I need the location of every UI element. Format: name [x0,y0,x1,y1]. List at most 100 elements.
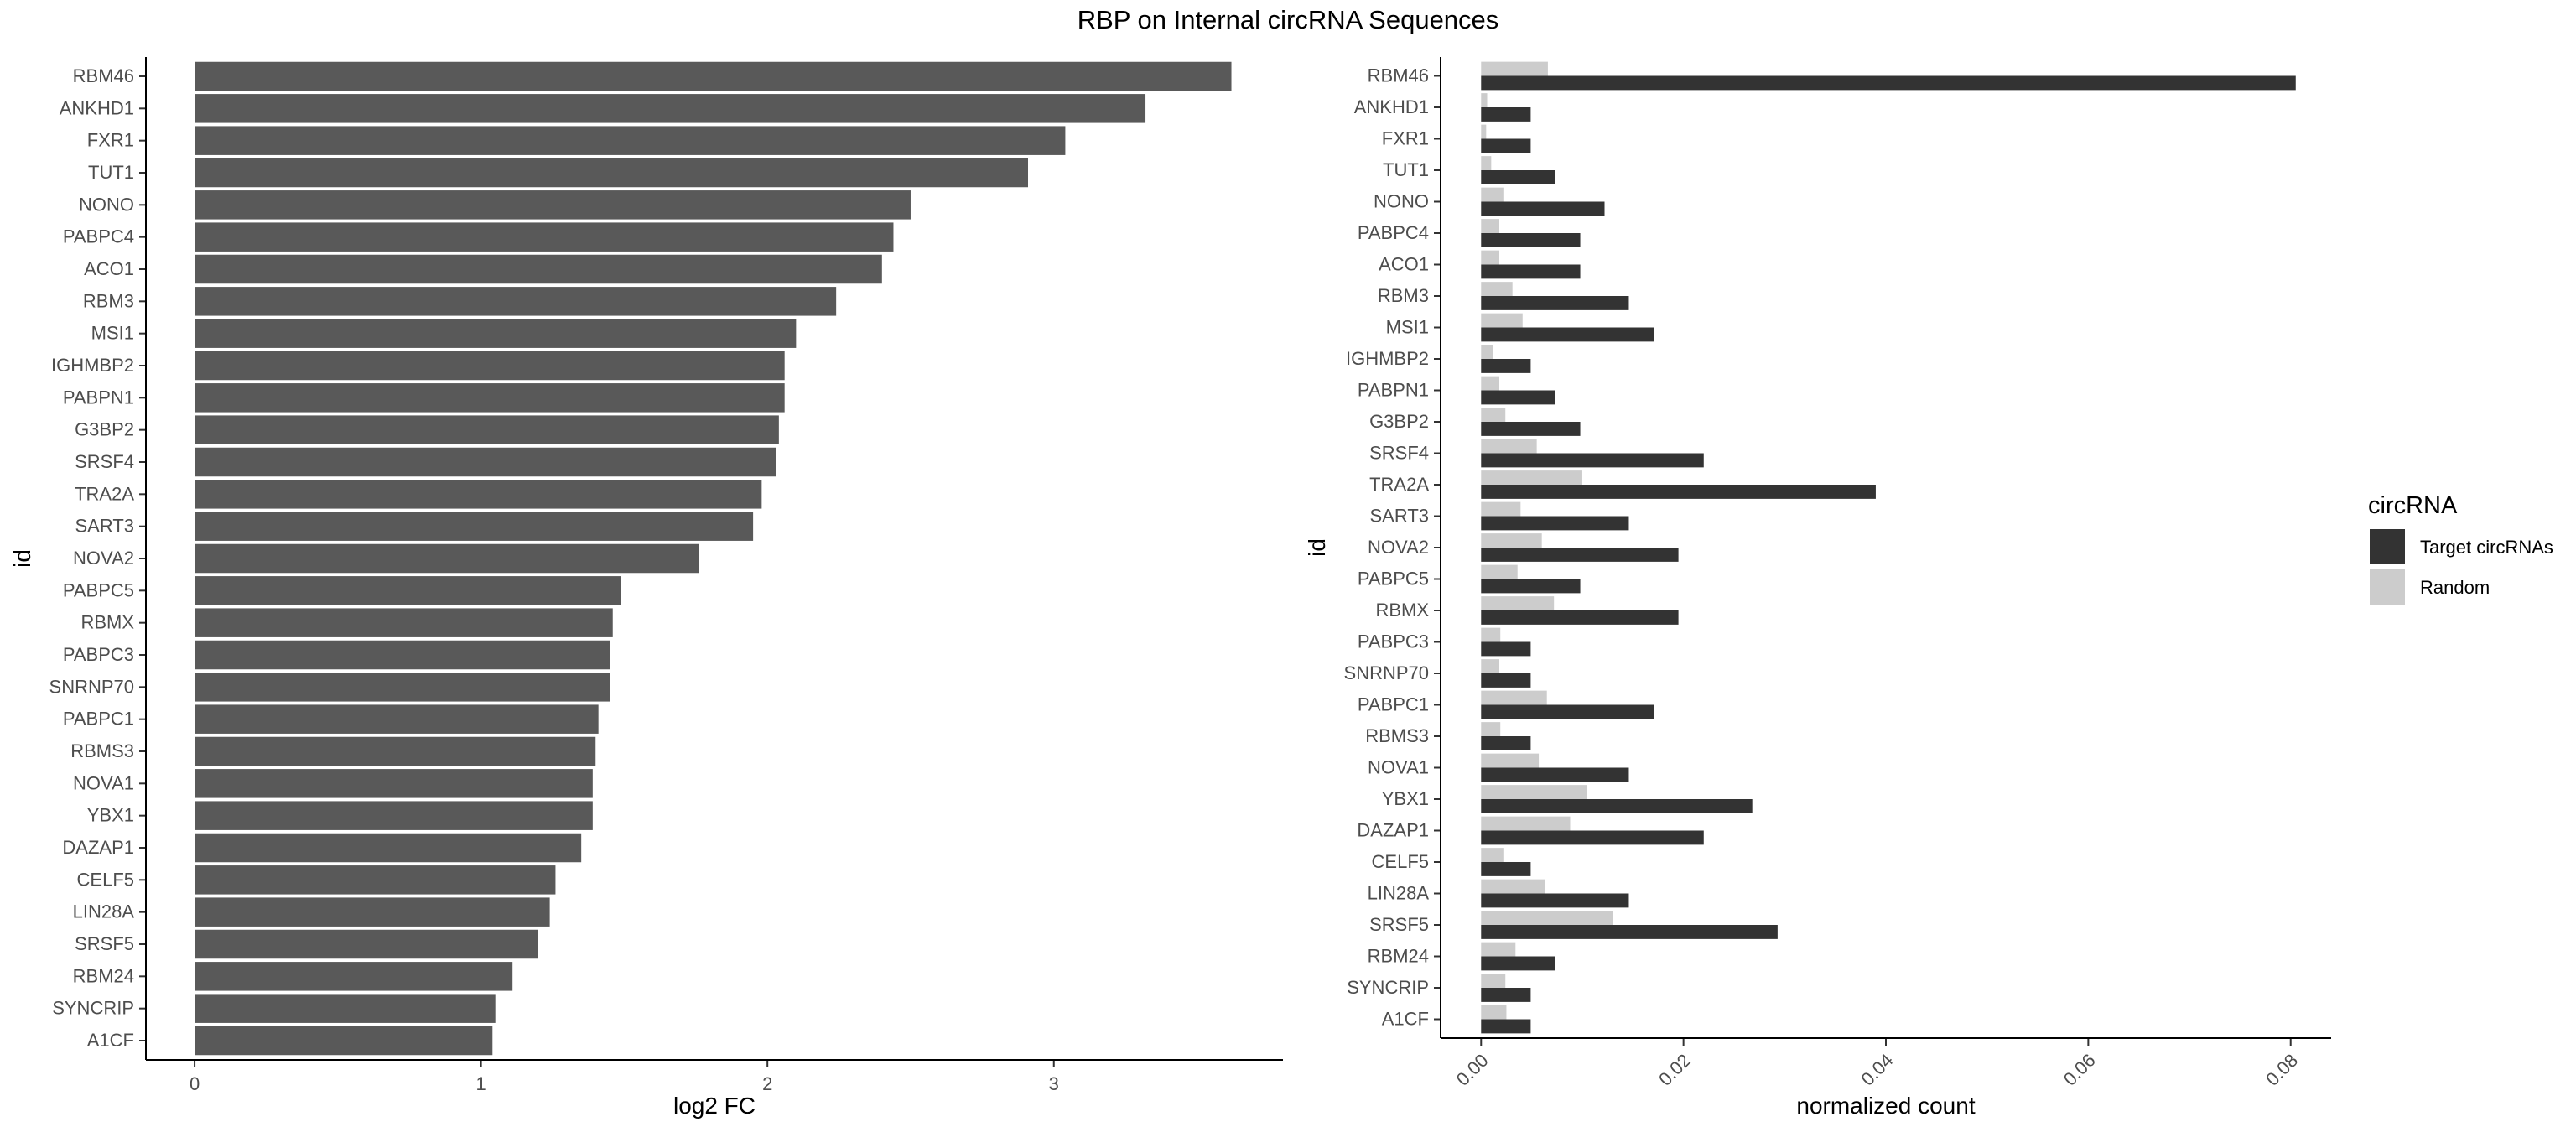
bar-a1cf [195,1026,493,1056]
y-tick-label-g3bp2: G3BP2 [1369,411,1429,432]
bar-pabpc3 [195,640,610,670]
bar-target-pabpc1 [1481,704,1654,719]
y-tick-label-rbm3: RBM3 [1378,285,1429,306]
bar-target-rbm24 [1481,956,1555,971]
y-tick-label-aco1: ACO1 [1379,254,1429,275]
bar-random-srsf4 [1481,439,1537,454]
y-tick-label-pabpc3: PABPC3 [1358,631,1429,652]
bar-target-dazap1 [1481,830,1704,845]
y-tick-label-a1cf: A1CF [87,1030,134,1051]
right-x-axis-title: normalized count [1796,1093,1975,1119]
y-tick-label-rbmx: RBMX [80,612,134,633]
y-tick-label-snrnp70: SNRNP70 [49,676,134,697]
bar-fxr1 [195,126,1066,155]
x-tick-label: 2 [762,1073,772,1094]
bar-random-pabpc5 [1481,564,1518,579]
bar-rbm46 [195,61,1232,91]
bar-target-rbm3 [1481,296,1629,310]
y-tick-label-pabpc1: PABPC1 [63,709,134,730]
y-tick-label-msi1: MSI1 [91,323,134,344]
x-tick-label: 0.06 [2059,1050,2100,1090]
bar-ighmbp2 [195,351,785,381]
x-tick-label: 0.00 [1452,1050,1493,1090]
y-tick-label-lin28a: LIN28A [73,901,135,922]
legend: circRNA Target circRNAs Random [2368,492,2553,605]
legend-swatch-random [2370,569,2405,605]
bar-random-fxr1 [1481,124,1487,139]
bar-random-celf5 [1481,848,1504,862]
bar-target-ighmbp2 [1481,359,1531,373]
bar-random-srsf5 [1481,911,1613,925]
right-x-ticks: 0.00 0.02 0.04 0.06 0.08 [1452,1038,2302,1090]
y-tick-label-g3bp2: G3BP2 [75,419,134,440]
y-tick-label-ybx1: YBX1 [87,805,134,826]
bar-target-fxr1 [1481,138,1531,153]
bar-pabpc1 [195,704,599,734]
bar-target-sart3 [1481,516,1629,531]
y-tick-label-rbmx: RBMX [1375,600,1429,621]
y-tick-label-srsf5: SRSF5 [75,933,134,954]
bar-rbm3 [195,287,837,316]
y-tick-label-rbm46: RBM46 [73,65,134,86]
y-tick-label-pabpc4: PABPC4 [63,226,134,247]
bar-srsf5 [195,929,538,959]
bar-random-sart3 [1481,501,1521,517]
bar-random-rbmx [1481,596,1555,610]
y-tick-label-rbms3: RBMS3 [70,740,134,761]
bar-target-rbmx [1481,610,1679,625]
right-y-axis-title: id [1304,538,1330,557]
bar-target-rbms3 [1481,736,1531,750]
y-tick-label-pabpc1: PABPC1 [1358,694,1429,715]
y-tick-label-nova1: NOVA1 [1368,757,1429,778]
bar-random-pabpc1 [1481,690,1547,705]
bar-pabpc4 [195,222,894,252]
bar-random-tut1 [1481,156,1492,170]
y-tick-label-sart3: SART3 [1369,506,1429,527]
y-tick-label-nono: NONO [79,194,134,215]
bar-celf5 [195,865,556,895]
bar-random-nono [1481,187,1504,202]
bar-target-nova2 [1481,548,1679,562]
bar-target-pabpn1 [1481,390,1555,405]
bar-target-aco1 [1481,264,1581,279]
y-tick-label-syncrip: SYNCRIP [52,998,134,1019]
y-tick-label-tut1: TUT1 [88,162,134,183]
bar-random-ybx1 [1481,785,1587,799]
y-tick-label-rbms3: RBMS3 [1365,725,1429,746]
bar-g3bp2 [195,415,779,444]
bar-target-g3bp2 [1481,422,1581,436]
y-tick-label-dazap1: DAZAP1 [62,837,134,858]
bar-target-celf5 [1481,862,1531,876]
bar-random-aco1 [1481,250,1499,265]
bar-random-g3bp2 [1481,408,1506,422]
y-tick-label-celf5: CELF5 [1372,851,1429,872]
y-tick-label-ybx1: YBX1 [1382,788,1429,809]
y-tick-label-rbm3: RBM3 [83,290,134,311]
bar-target-ankhd1 [1481,107,1531,122]
bar-target-tra2a [1481,485,1876,499]
y-tick-label-ankhd1: ANKHD1 [1354,96,1429,117]
bar-syncrip [195,994,496,1023]
bar-snrnp70 [195,673,610,702]
y-tick-label-pabpc4: PABPC4 [1358,222,1429,243]
bar-target-a1cf [1481,1019,1531,1034]
bar-target-pabpc3 [1481,641,1531,657]
bar-target-snrnp70 [1481,673,1531,688]
bar-dazap1 [195,833,582,863]
y-tick-label-ighmbp2: IGHMBP2 [51,355,134,376]
y-tick-label-pabpn1: PABPN1 [1358,380,1429,401]
y-tick-label-dazap1: DAZAP1 [1357,820,1429,841]
y-tick-label-rbm46: RBM46 [1368,65,1429,86]
y-tick-label-pabpc5: PABPC5 [63,579,134,600]
bar-target-pabpc5 [1481,579,1581,594]
y-tick-label-fxr1: FXR1 [87,130,134,151]
y-tick-label-srsf5: SRSF5 [1369,914,1429,935]
chart-title: RBP on Internal circRNA Sequences [1078,5,1499,34]
y-tick-label-srsf4: SRSF4 [75,451,134,472]
bar-srsf4 [195,447,776,477]
bar-random-rbms3 [1481,722,1501,736]
bar-target-tut1 [1481,170,1555,184]
bar-random-dazap1 [1481,816,1571,831]
bar-target-ybx1 [1481,799,1753,813]
bar-ankhd1 [195,94,1146,123]
